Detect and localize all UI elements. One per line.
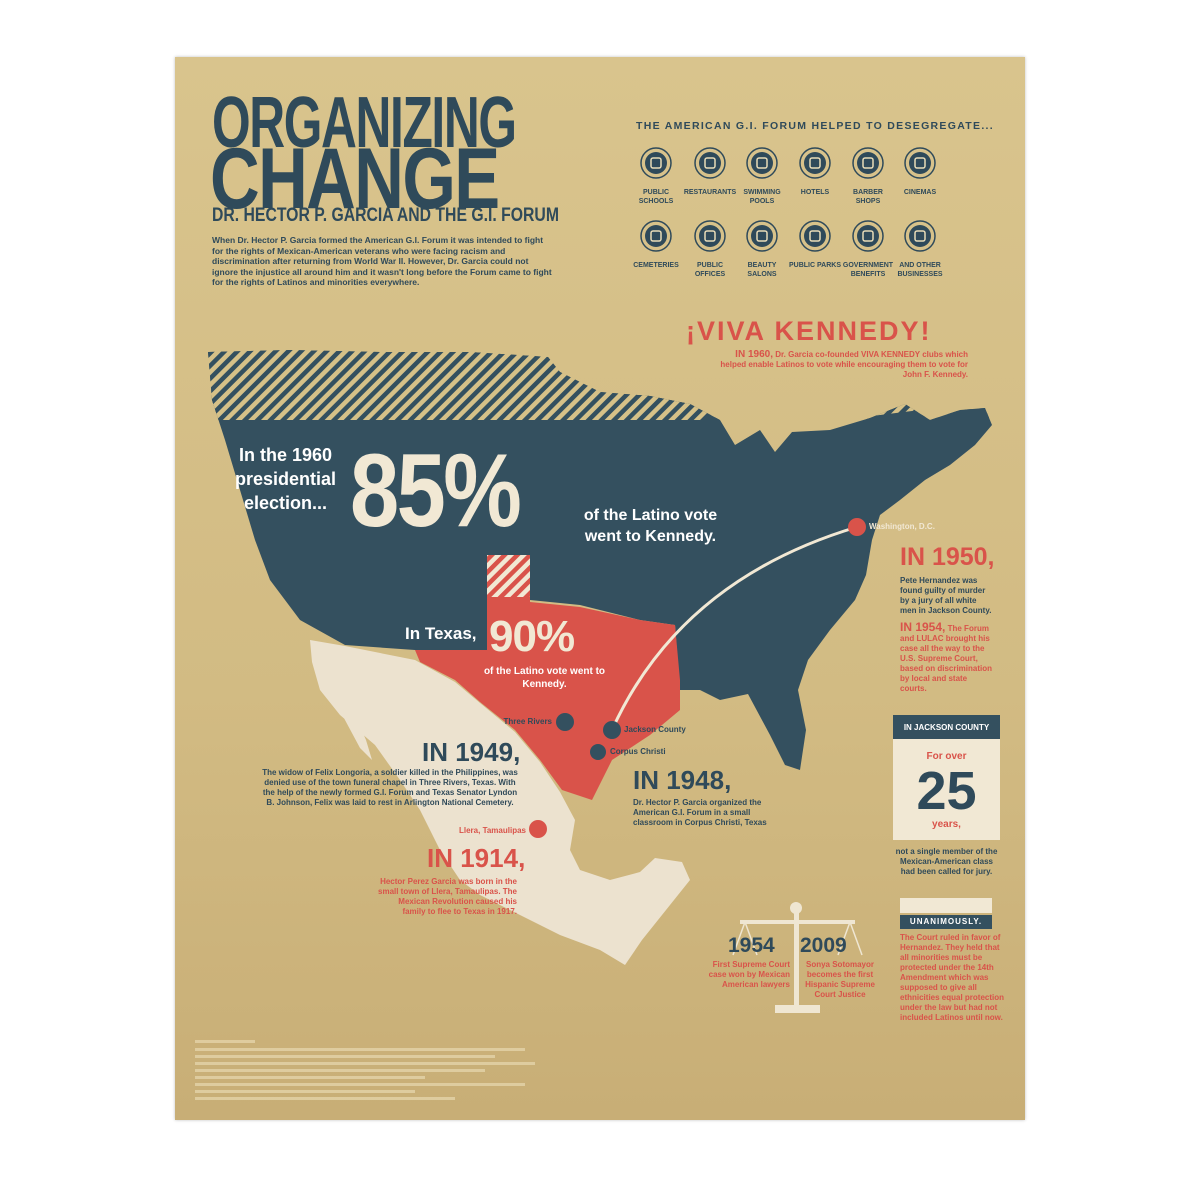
- event-text: Pete Hernandez was found guilty of murde…: [900, 576, 992, 615]
- stat: 90%: [489, 612, 575, 661]
- jury-box: [893, 715, 1000, 840]
- title: CHANGE: [210, 131, 500, 227]
- text: The Forum and LULAC brought his case all…: [900, 624, 993, 693]
- icon: [746, 147, 778, 179]
- ruling-text: The Court ruled in favor of Hernandez. T…: [900, 933, 1005, 1022]
- icon: [799, 220, 831, 252]
- icon-label: RESTAURANTS: [683, 189, 737, 196]
- icon-label: PUBLIC SCHOOLS: [638, 189, 674, 205]
- icon: [852, 220, 884, 252]
- texas-panhandle: [487, 555, 530, 597]
- mexico: [310, 640, 690, 965]
- scales: [732, 902, 863, 1013]
- icon: [904, 220, 936, 252]
- dot: [590, 744, 606, 760]
- icon-label: HOTELS: [800, 189, 830, 196]
- sources-lines: [195, 1040, 535, 1100]
- year: 1954: [728, 934, 775, 957]
- texas: [415, 595, 680, 800]
- icon: [904, 147, 936, 179]
- icon: [640, 220, 672, 252]
- box-pre: For over: [926, 751, 967, 762]
- text: of the Latino vote went to Kennedy.: [483, 666, 606, 690]
- year: IN 1914,: [427, 843, 526, 873]
- dot: [529, 820, 547, 838]
- year: IN 1954,: [900, 620, 946, 634]
- tabs: [900, 898, 992, 929]
- title: ORGANIZING: [212, 83, 517, 163]
- dot: [848, 518, 866, 536]
- place: Jackson County: [624, 725, 686, 734]
- intro: When Dr. Hector P. Garcia formed the Ame…: [212, 235, 552, 287]
- icon-label: BEAUTY SALONS: [747, 262, 777, 278]
- icon-label: CINEMAS: [903, 189, 937, 196]
- scale-text: Sonya Sotomayor becomes the first Hispan…: [805, 960, 875, 999]
- place: Corpus Christi: [610, 747, 666, 756]
- icon: [694, 220, 726, 252]
- event-text: The widow of Felix Longoria, a soldier k…: [262, 768, 518, 807]
- icon-label: PUBLIC PARKS: [789, 262, 841, 269]
- dot: [556, 713, 574, 731]
- arc: [610, 525, 858, 731]
- box-number: 25: [916, 761, 977, 821]
- stat: 85%: [350, 433, 522, 549]
- year: 2009: [800, 934, 847, 957]
- text: Dr. Garcia co-founded VIVA KENNEDY clubs…: [720, 350, 968, 379]
- event-text: Dr. Hector P. Garcia organized the Ameri…: [633, 798, 767, 827]
- icon-label: SWIMMING POOLS: [743, 189, 781, 205]
- box-text: not a single member of the Mexican-Ameri…: [895, 847, 998, 876]
- ruling-label: UNANIMOUSLY.: [909, 917, 983, 926]
- icon: [640, 147, 672, 179]
- icon-label: GOVERNMENT BENEFITS: [842, 262, 894, 278]
- event-text: Hector Perez Garcia was born in the smal…: [378, 877, 517, 916]
- icon: [746, 220, 778, 252]
- event-text: IN 1954, The Forum and LULAC brought his…: [900, 620, 995, 694]
- icons: [640, 147, 936, 252]
- viva-title: ¡VIVA KENNEDY!: [686, 316, 932, 346]
- icon-label: AND OTHER BUSINESSES: [897, 262, 943, 278]
- lead: In Texas,: [405, 624, 477, 643]
- icon: [694, 147, 726, 179]
- icon-label: PUBLIC OFFICES: [694, 262, 726, 278]
- icon: [799, 147, 831, 179]
- lead: IN 1960,: [735, 349, 773, 360]
- icon: [852, 147, 884, 179]
- scale-text: First Supreme Court case won by Mexican …: [708, 960, 790, 989]
- place: Llera, Tamaulipas: [459, 826, 526, 835]
- place: Washington, D.C.: [869, 522, 935, 531]
- box-header: IN JACKSON COUNTY: [903, 723, 990, 732]
- viva-text: IN 1960, Dr. Garcia co-founded VIVA KENN…: [720, 350, 968, 380]
- year: IN 1949,: [422, 737, 521, 767]
- heading: THE AMERICAN G.I. FORUM HELPED TO DESEGR…: [636, 120, 994, 132]
- icon-label: CEMETERIES: [633, 262, 679, 269]
- icon-label: BARBER SHOPS: [853, 189, 883, 205]
- text: of the Latino vote went to Kennedy.: [583, 507, 718, 545]
- box-post: years,: [932, 819, 961, 830]
- dot: [603, 721, 621, 739]
- year: IN 1950,: [900, 543, 995, 571]
- year: IN 1948,: [633, 765, 732, 795]
- lead: In the 1960 presidential election...: [234, 445, 337, 513]
- subtitle: DR. HECTOR P. GARCIA AND THE G.I. FORUM: [212, 205, 559, 226]
- baja: [322, 650, 372, 760]
- place: Three Rivers: [503, 717, 552, 726]
